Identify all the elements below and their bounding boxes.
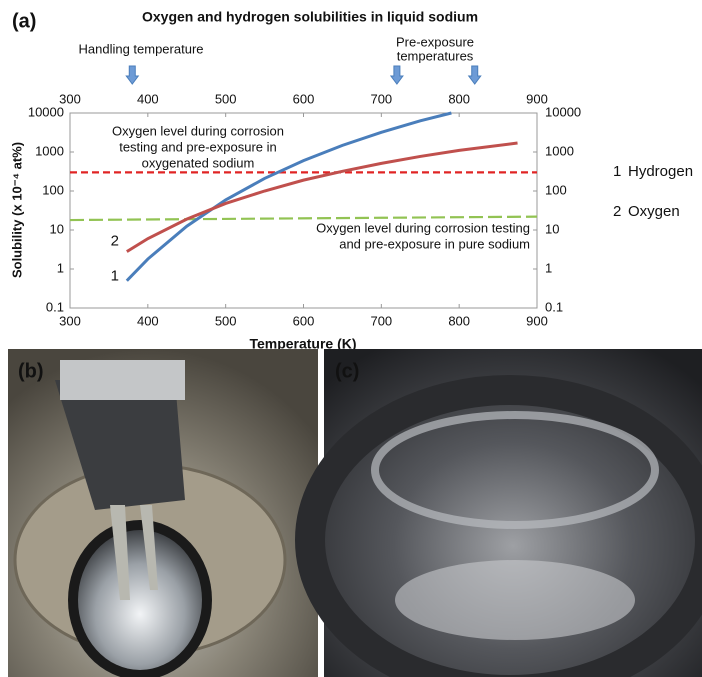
annotation: oxygenated sodium <box>142 155 255 170</box>
y-tick-label-right: 0.1 <box>545 299 563 314</box>
x-tick-label-top: 500 <box>215 91 237 106</box>
annotation: Oxygen level during corrosion testing <box>316 220 530 235</box>
y-tick-label-right: 10000 <box>545 104 581 119</box>
y-tick-label: 10000 <box>28 104 64 119</box>
legend-label: Hydrogen <box>628 163 693 180</box>
annotation: Oxygen level during corrosion <box>112 123 284 138</box>
x-tick-label: 500 <box>215 313 237 328</box>
panel-label: (c) <box>335 360 359 382</box>
y-tick-label-right: 1 <box>545 260 552 275</box>
x-tick-label: 800 <box>448 313 470 328</box>
reference-line <box>69 215 538 222</box>
arrow <box>389 65 404 85</box>
x-tick-label: 900 <box>526 313 548 328</box>
x-tick-label: 300 <box>59 313 81 328</box>
y-tick-label-right: 10 <box>545 221 559 236</box>
chart-title: Oxygen and hydrogen solubilities in liqu… <box>142 9 478 25</box>
x-tick-label-top: 700 <box>370 91 392 106</box>
y-tick-label: 1 <box>57 260 64 275</box>
x-tick-label-top: 400 <box>137 91 159 106</box>
annotation: Pre-exposure <box>396 34 474 49</box>
annotation: testing and pre-exposure in <box>119 139 277 154</box>
legend-marker: 1 <box>613 163 621 180</box>
x-tick-label-top: 300 <box>59 91 81 106</box>
x-tick-label-top: 800 <box>448 91 470 106</box>
legend-label: Oxygen <box>628 203 680 220</box>
annotation: temperatures <box>397 48 474 63</box>
x-tick-label: 400 <box>137 313 159 328</box>
y-tick-label: 1000 <box>35 143 64 158</box>
curve-label: 2 <box>111 233 119 250</box>
x-tick-label-top: 900 <box>526 91 548 106</box>
curve-label: 1 <box>111 268 119 285</box>
x-tick-label: 600 <box>293 313 315 328</box>
series-line <box>126 141 518 253</box>
panel-label: (b) <box>18 360 44 382</box>
annotation: and pre-exposure in pure sodium <box>339 236 530 251</box>
legend-marker: 2 <box>613 203 621 220</box>
y-tick-label: 0.1 <box>46 299 64 314</box>
arrow <box>125 65 140 85</box>
series-line <box>125 111 452 282</box>
panel-label: (a) <box>12 10 36 32</box>
photo-c <box>295 349 702 677</box>
photo-b <box>8 349 318 677</box>
x-tick-label: 700 <box>370 313 392 328</box>
x-tick-label-top: 600 <box>293 91 315 106</box>
y-tick-label-right: 1000 <box>545 143 574 158</box>
y-tick-label: 10 <box>50 221 64 236</box>
x-axis-label: Temperature (K) <box>249 336 356 352</box>
y-tick-label-right: 100 <box>545 182 567 197</box>
y-axis-label: Solubility (x 10⁻⁴ at%) <box>9 142 24 278</box>
arrow <box>467 65 482 85</box>
y-tick-label: 100 <box>42 182 64 197</box>
annotation: Handling temperature <box>78 41 203 56</box>
